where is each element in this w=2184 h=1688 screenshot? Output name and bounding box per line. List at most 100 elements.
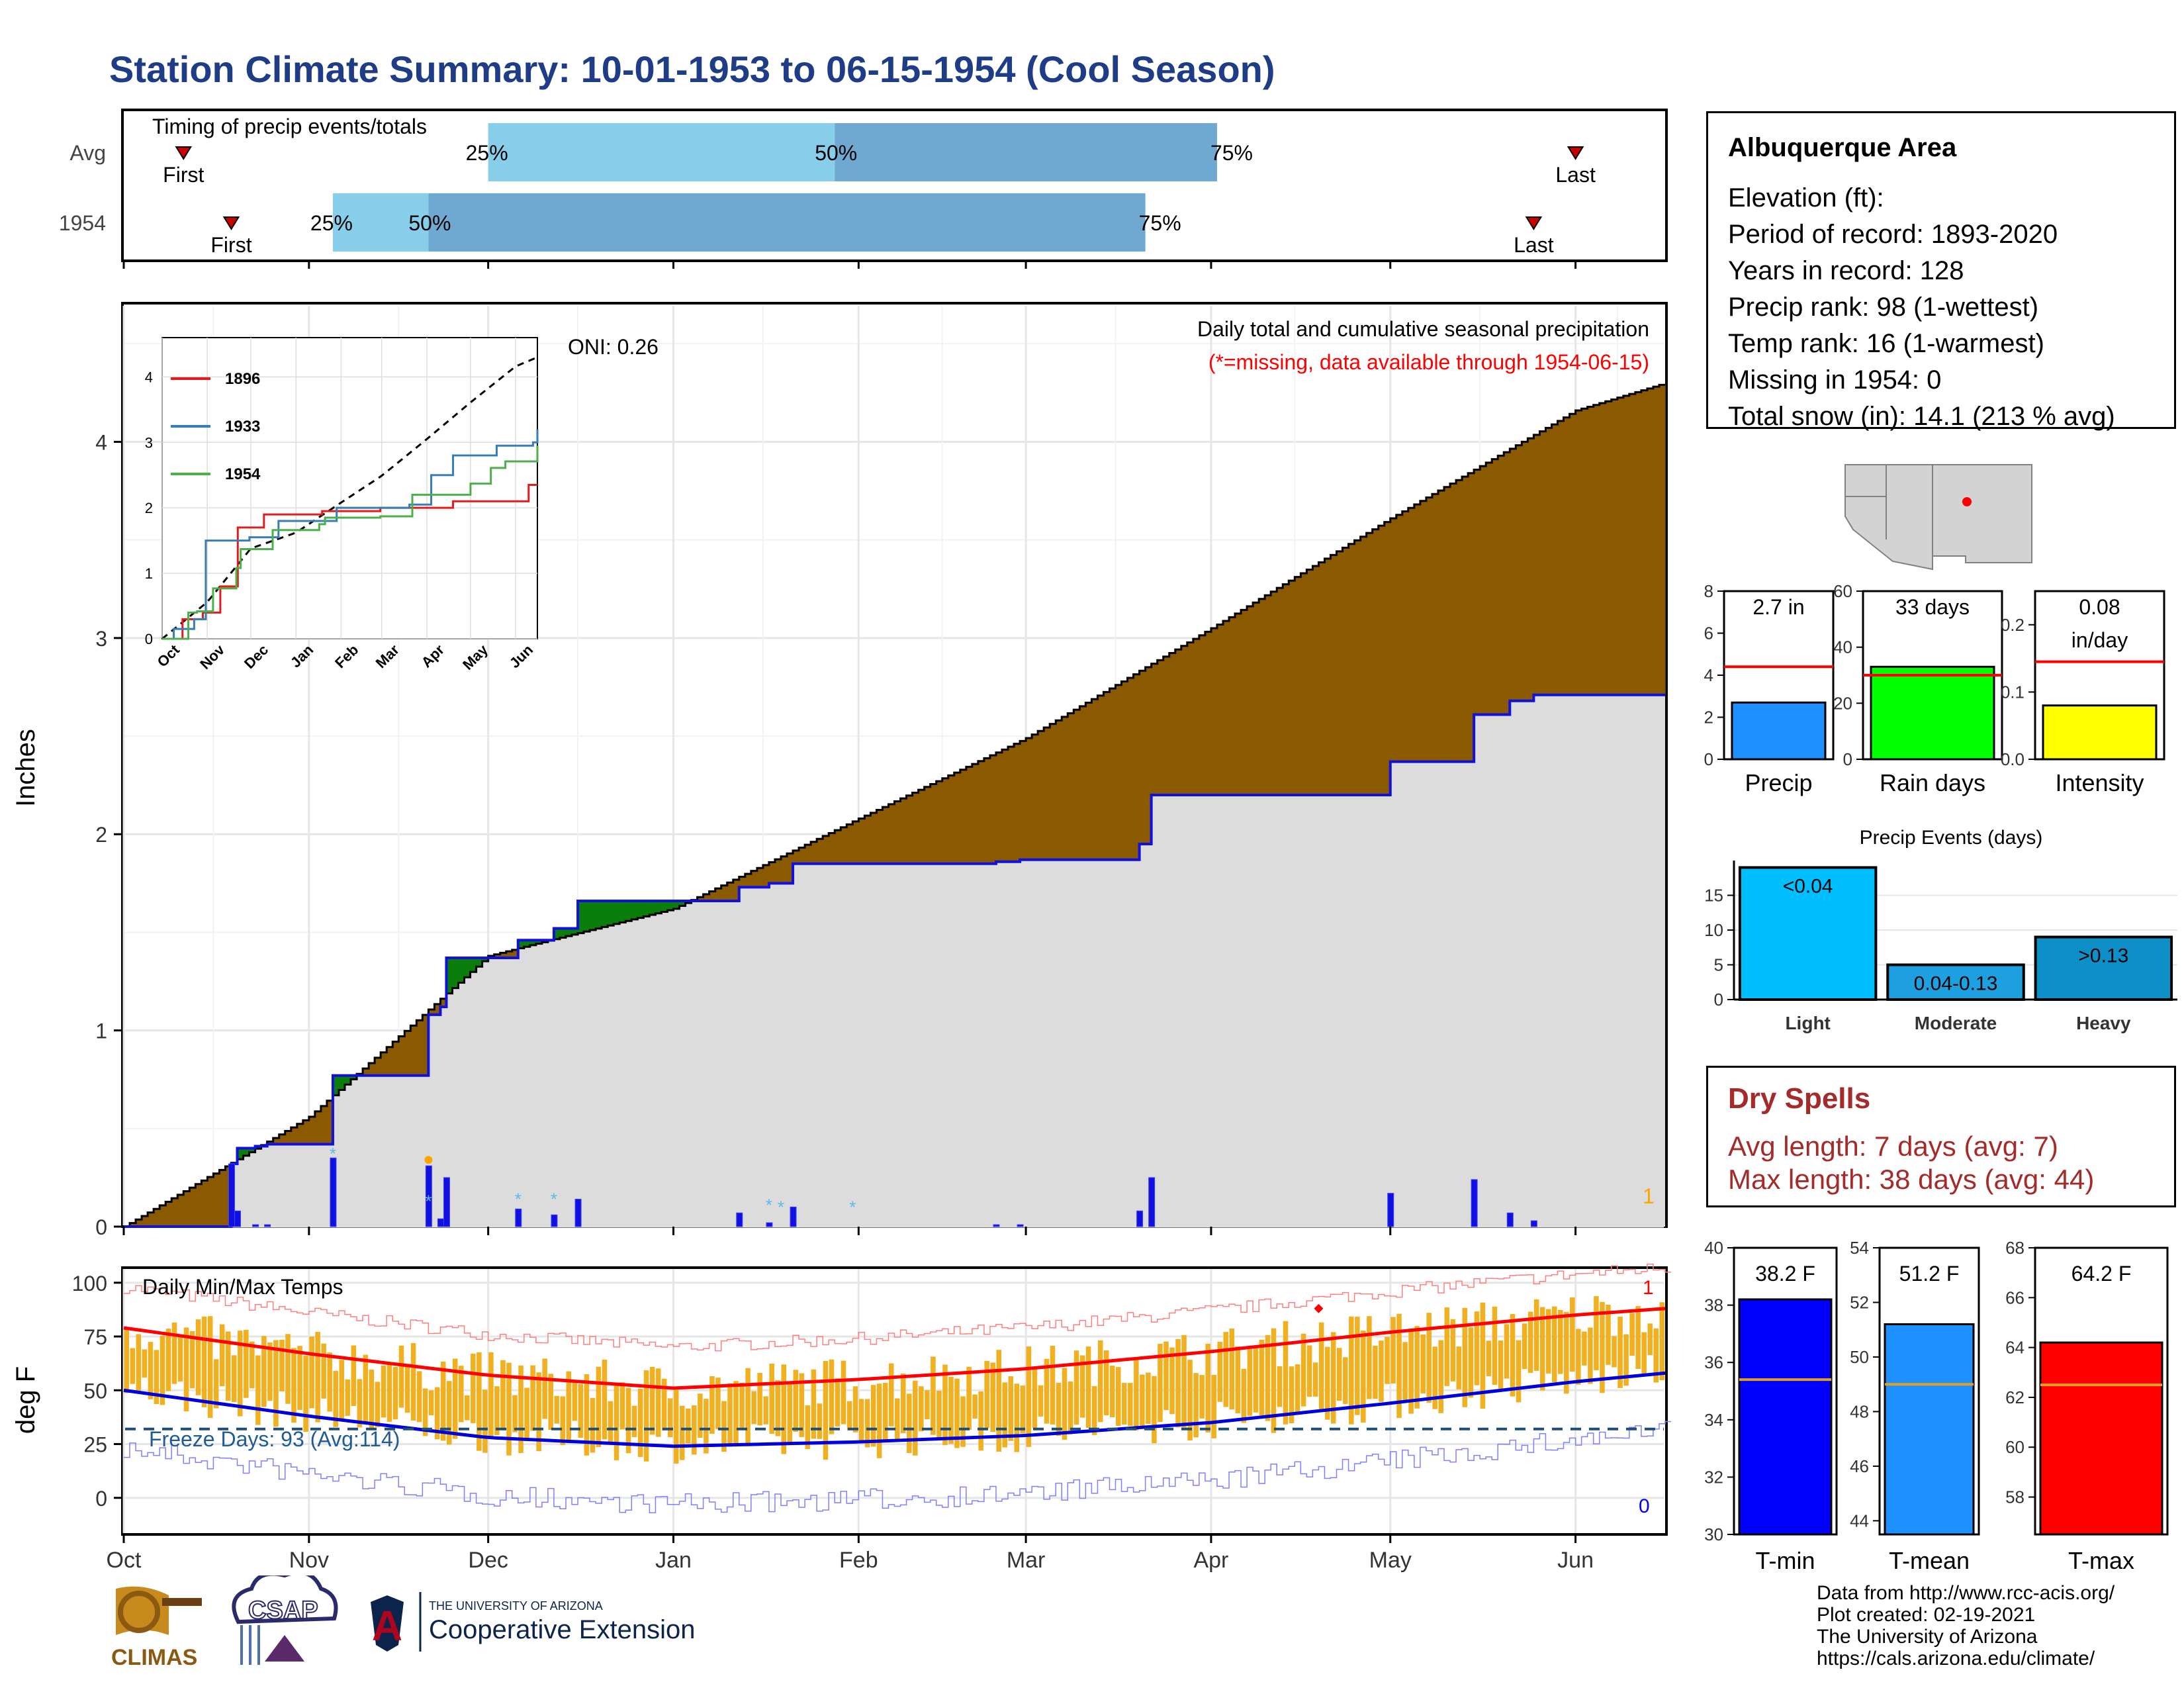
daily-temp-bar — [154, 1350, 159, 1404]
daily-precip-bar — [1136, 1210, 1144, 1227]
daily-temp-bar — [835, 1378, 841, 1427]
location-map — [1833, 457, 2045, 576]
daily-temp-bar — [148, 1342, 154, 1399]
temp-summary-bar — [2039, 1341, 2163, 1536]
daily-temp-bar — [279, 1339, 285, 1391]
deficit-area — [972, 764, 979, 864]
daily-temp-bar — [864, 1399, 870, 1448]
deficit-area — [506, 951, 513, 958]
daily-temp-bar — [733, 1381, 739, 1447]
daily-temp-bar — [1169, 1347, 1175, 1415]
deficit-area — [983, 758, 991, 864]
record-max-line — [124, 1263, 1672, 1352]
station-precip-rank: Precip rank: 98 (1-wettest) — [1728, 293, 2039, 322]
deficit-area — [768, 862, 776, 884]
logos: CLIMAS CSAP A THE UNIVERSITY OF ARIZONA … — [111, 1575, 695, 1670]
daily-temp-bar — [488, 1352, 494, 1437]
deficit-area — [799, 847, 805, 864]
daily-temp-bar — [554, 1395, 559, 1424]
deficit-area — [1295, 577, 1301, 795]
timing-p75: 75% — [1139, 211, 1181, 235]
daily-temp-bar — [416, 1371, 422, 1423]
daily-temp-bar — [387, 1362, 392, 1422]
daily-temp-bar — [1223, 1332, 1229, 1407]
daily-temp-bar — [1539, 1307, 1545, 1391]
deficit-area — [1641, 390, 1648, 695]
daily-temp-bar — [1056, 1382, 1062, 1436]
daily-temp-bar — [351, 1345, 357, 1406]
inset-frame — [161, 337, 538, 639]
timing-title: Timing of precip events/totals — [152, 115, 427, 138]
deficit-area — [434, 1004, 441, 1015]
daily-temp-bar — [1241, 1368, 1247, 1423]
daily-temp-bar — [805, 1405, 811, 1450]
timing-p50: 50% — [408, 211, 451, 235]
deficit-area — [870, 812, 878, 864]
first-event-label: First — [163, 163, 204, 187]
daily-temp-bar — [1091, 1386, 1097, 1435]
deficit-area — [375, 1057, 381, 1076]
surplus-area — [608, 901, 614, 926]
daily-temp-bar — [590, 1397, 596, 1453]
temp-bar-tick-label: 36 — [1704, 1352, 1723, 1372]
daily-temp-bar — [363, 1354, 369, 1424]
deficit-area — [1109, 688, 1116, 860]
daily-temp-bar — [721, 1401, 727, 1452]
deficit-area — [369, 1063, 375, 1076]
deficit-area — [1551, 424, 1559, 695]
daily-temp-bar — [1271, 1328, 1277, 1433]
daily-temp-bar — [960, 1396, 966, 1447]
deficit-area — [756, 868, 764, 888]
deficit-area — [410, 1025, 417, 1076]
deficit-area — [207, 1177, 214, 1227]
daily-temp-bar — [1199, 1375, 1205, 1419]
daily-temp-bar — [530, 1365, 535, 1431]
temp-chart: 0 25 50 75 100 Oct Nov Dec Jan Feb Mar Apr May Jun Da… — [11, 1263, 1672, 1573]
daily-temp-bar — [602, 1359, 608, 1440]
daily-temp-bar — [757, 1373, 762, 1426]
deficit-area — [326, 1100, 334, 1145]
daily-temp-bar — [560, 1396, 566, 1445]
deficit-area — [1486, 462, 1492, 715]
dry-spells-avg: Avg length: 7 days (avg: 7) — [1728, 1131, 2058, 1162]
deficit-area — [835, 830, 841, 864]
freeze-days-label: Freeze Days: 93 (Avg:114) — [149, 1427, 400, 1451]
climas-text: CLIMAS — [111, 1645, 197, 1670]
summary-tick-label: 8 — [1704, 583, 1713, 601]
first-event-label: First — [210, 233, 251, 257]
daily-temp-bar — [817, 1403, 823, 1439]
deficit-area — [1068, 713, 1074, 860]
surplus-area — [458, 957, 465, 983]
daily-temp-bar — [452, 1358, 458, 1439]
summary-value-label: 0.08 — [2079, 595, 2120, 619]
daily-temp-bar — [267, 1342, 273, 1401]
daily-temp-bar — [1551, 1306, 1557, 1382]
daily-temp-bar — [1337, 1348, 1342, 1401]
deficit-area — [1437, 490, 1445, 762]
deficit-area — [1372, 529, 1379, 795]
deficit-area — [1575, 410, 1582, 695]
last-event-marker — [1567, 146, 1584, 160]
record-marker — [424, 1156, 433, 1164]
oni-label: ONI: 0.26 — [568, 335, 659, 359]
surplus-area — [559, 928, 567, 938]
deficit-area — [1426, 497, 1433, 762]
deficit-area — [1408, 508, 1415, 762]
temp-y-label: deg F — [11, 1366, 40, 1434]
deficit-area — [1599, 402, 1606, 695]
temp-bar-tick-label: 62 — [2005, 1387, 2025, 1407]
deficit-area — [1336, 551, 1343, 795]
x-month-label: Feb — [839, 1548, 878, 1573]
daily-temp-bar — [518, 1365, 523, 1454]
inset-series-line — [162, 429, 539, 640]
daily-temp-bar — [1068, 1381, 1073, 1434]
deficit-area — [273, 1138, 280, 1145]
daily-temp-bar — [572, 1382, 578, 1421]
daily-temp-bar — [231, 1355, 237, 1402]
daily-temp-bar — [1116, 1367, 1121, 1426]
daily-temp-bar — [715, 1378, 721, 1430]
daily-temp-bar — [895, 1398, 900, 1441]
summary-bar-label: Intensity — [2055, 769, 2144, 796]
daily-temp-bar — [261, 1336, 267, 1407]
daily-temp-bar — [781, 1364, 787, 1454]
